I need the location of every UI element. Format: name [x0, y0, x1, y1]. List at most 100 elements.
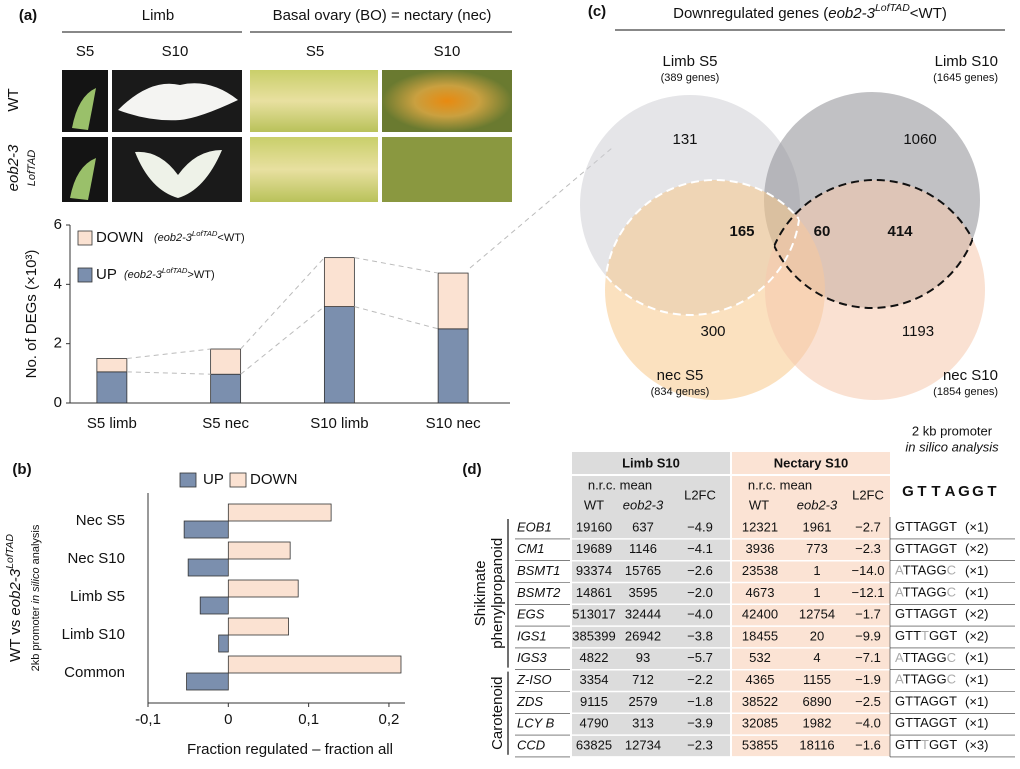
motif-letter: G — [895, 541, 905, 556]
table-cell: 3936 — [746, 541, 775, 556]
motif-letter: T — [911, 650, 919, 665]
motif-letter: G — [895, 737, 905, 752]
table-cell: 12321 — [742, 519, 778, 534]
text-part: <WT) — [910, 5, 947, 22]
gene-name: ZDS — [516, 694, 543, 709]
table-cell: −5.7 — [687, 650, 713, 665]
motif-letter: A — [920, 519, 929, 534]
y-tick-label: 4 — [54, 275, 62, 292]
table-cell: 1 — [813, 563, 820, 578]
gene-name: CCD — [517, 737, 545, 752]
motif-letter: T — [949, 716, 957, 731]
set-label: Limb S10 — [935, 53, 998, 70]
motif: GTTAGGT — [895, 541, 957, 556]
motif-letter: G — [926, 650, 936, 665]
column-header: WT — [749, 497, 769, 512]
section-label: phenylpropanoid — [489, 538, 506, 649]
motif-count: (×1) — [965, 650, 988, 665]
column-header: WT — [584, 497, 604, 512]
motif: ATTAGGC — [895, 672, 956, 687]
motif: ATTAGGC — [895, 650, 956, 665]
x-tick-label: 0,1 — [298, 711, 319, 728]
motif-letter: G — [926, 563, 936, 578]
set-size: (1854 genes) — [933, 386, 998, 398]
motif-letter: C — [947, 563, 956, 578]
table-cell: 637 — [632, 519, 654, 534]
gene-name: EOB1 — [517, 519, 552, 534]
x-tick-label: S5 limb — [87, 415, 137, 432]
photo-bud — [70, 158, 96, 200]
table-cell: −7.1 — [855, 650, 881, 665]
motif-letter: G — [939, 541, 949, 556]
x-tick-label: S10 limb — [310, 415, 368, 432]
text-part: 2kb promoter — [30, 604, 42, 672]
row-label-sup: LofTAD — [26, 150, 38, 187]
motif-letter: G — [936, 650, 946, 665]
photo-bud — [72, 88, 96, 130]
gene-name: LCY B — [517, 716, 555, 731]
bar-segment — [323, 257, 355, 307]
motif-letter: T — [949, 607, 957, 622]
table-cell: 14861 — [576, 585, 612, 600]
connector — [240, 306, 325, 375]
motif-count: (×1) — [965, 716, 988, 731]
motif-letter: T — [905, 519, 913, 534]
region-count: 165 — [729, 223, 754, 240]
legend-swatch — [77, 230, 93, 246]
panel-label: (c) — [588, 3, 606, 20]
set-label: nec S10 — [943, 367, 998, 384]
motif-letter: T — [949, 628, 957, 643]
table-cell: 513017 — [572, 607, 615, 622]
motif: GTTAGGT — [895, 716, 957, 731]
venn-title: Downregulated genes (eob2-3LofTAD<WT) — [673, 2, 947, 22]
table-cell: 12734 — [625, 737, 661, 752]
region-count: 300 — [700, 323, 725, 340]
legend-note: (eob2-3LofTAD>WT) — [124, 266, 215, 281]
motif-letter: T — [911, 563, 919, 578]
y-tick-label: Limb S10 — [62, 626, 125, 643]
table-group: Nectary S10 — [774, 455, 848, 470]
y-axis-label: WT vs eob2-3LofTAD — [4, 534, 24, 662]
photo — [250, 137, 378, 202]
text-part: eob2-3 — [828, 5, 875, 22]
photo-flower — [118, 83, 238, 121]
venn-set — [765, 180, 985, 400]
bar — [227, 579, 299, 598]
venn-set — [605, 180, 825, 400]
text-part: eob2-3 — [7, 568, 24, 615]
table-cell: 1 — [813, 585, 820, 600]
motif-letter: A — [920, 694, 929, 709]
motif: GTTTGGT — [895, 628, 957, 643]
motif-count: (×1) — [965, 672, 988, 687]
connector — [354, 306, 439, 330]
legend-swatch — [77, 267, 93, 283]
bar-segment — [96, 371, 128, 404]
table-cell: −3.9 — [687, 716, 713, 731]
motif-count: (×2) — [965, 628, 988, 643]
motif: GTTAGGT — [895, 607, 957, 622]
table-cell: −14.0 — [852, 563, 885, 578]
legend-label: UP — [96, 266, 117, 283]
stage-label: S10 — [434, 43, 461, 60]
table-cell: −12.1 — [852, 585, 885, 600]
table-cell: −1.7 — [855, 607, 881, 622]
table-cell: 3354 — [580, 672, 609, 687]
table-cell: 32085 — [742, 716, 778, 731]
motif-letter: T — [903, 585, 911, 600]
legend-label: UP — [203, 471, 224, 488]
column-header: L2FC — [684, 487, 716, 502]
text-part: (eob2-3 — [124, 269, 163, 281]
motif-letter: A — [895, 672, 904, 687]
photo — [382, 137, 512, 202]
table-cell: 93374 — [576, 563, 612, 578]
gene-name: EGS — [517, 607, 545, 622]
y-tick-label: 0 — [54, 394, 62, 411]
bar-segment — [437, 272, 469, 330]
motif-letter: T — [913, 694, 921, 709]
photo — [250, 70, 378, 132]
table-cell: −4.1 — [687, 541, 713, 556]
set-size: (1645 genes) — [933, 72, 998, 84]
text-part: LofTAD — [4, 534, 16, 569]
panel-label: (d) — [462, 461, 481, 478]
motif-letter: C — [947, 585, 956, 600]
